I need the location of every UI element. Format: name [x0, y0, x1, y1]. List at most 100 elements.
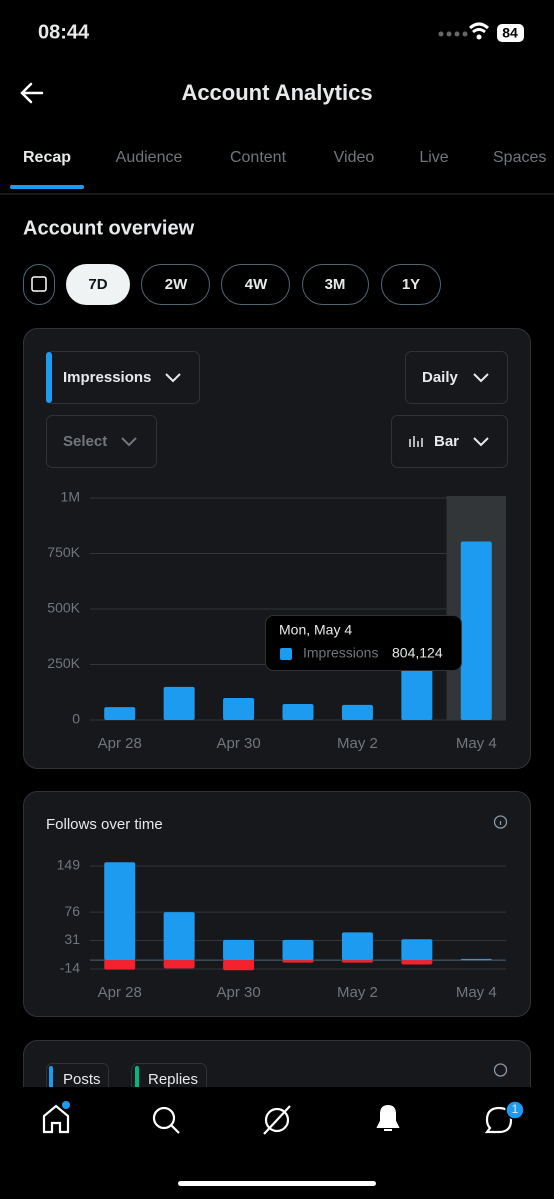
calendar-icon	[31, 276, 47, 292]
signal	[438, 31, 468, 37]
battery	[497, 24, 524, 42]
badge	[505, 1100, 525, 1120]
search-handle	[170, 1124, 180, 1134]
chevron	[473, 437, 489, 447]
y-tick-label: 750K	[47, 544, 80, 560]
tab[interactable]: Spaces	[493, 149, 546, 166]
messages-icon[interactable]	[484, 1106, 513, 1134]
y-tick-label: 250K	[47, 655, 80, 671]
tooltip-value: 804,124	[392, 645, 443, 661]
chevron	[121, 437, 137, 447]
bar	[282, 939, 314, 961]
dropdown-label: Bar	[434, 433, 459, 450]
range-pill[interactable]	[141, 264, 210, 305]
bar	[163, 686, 195, 720]
tab[interactable]: Audience	[116, 149, 183, 166]
range-label: 7D	[88, 276, 107, 293]
interval-dropdown[interactable]	[405, 351, 508, 404]
range-label: 3M	[325, 276, 346, 293]
chevron	[165, 373, 181, 383]
chevron	[473, 373, 489, 383]
calendar-button[interactable]	[23, 264, 55, 305]
search-icon[interactable]	[152, 1106, 176, 1130]
x-tick-label: May 2	[337, 984, 378, 1001]
home-icon[interactable]	[42, 1104, 70, 1134]
clock: 08:44	[38, 21, 90, 43]
wifi-dot	[476, 34, 482, 40]
back-button[interactable]	[20, 82, 44, 104]
home-dot	[62, 1101, 70, 1109]
page-title: Account Analytics	[181, 80, 372, 105]
bar	[341, 704, 373, 720]
y-tick-label: 500K	[47, 600, 80, 616]
info-icon[interactable]	[493, 815, 508, 829]
battery-level: 84	[502, 25, 518, 41]
bar	[341, 932, 373, 961]
tooltip-series: Impressions	[303, 645, 378, 661]
bar	[163, 960, 195, 969]
tab[interactable]: Content	[230, 149, 287, 166]
badge-count: 1	[512, 1102, 519, 1116]
bar	[104, 707, 136, 720]
bar	[104, 960, 136, 970]
notifications-icon[interactable]	[376, 1104, 400, 1131]
range-pill[interactable]	[302, 264, 369, 305]
charts: 0 250K 500K 750K 1M Apr 28 Apr 30 May 2 May 4 Mon…	[47, 489, 506, 1001]
tab[interactable]: Live	[419, 149, 448, 166]
bar	[460, 541, 492, 720]
dropdown-label: Select	[63, 433, 107, 450]
range-label: 2W	[165, 276, 188, 293]
bar	[401, 939, 433, 961]
x-tick-label: May 4	[456, 984, 497, 1001]
dropdown-label: Daily	[422, 369, 459, 386]
range-pill[interactable]	[221, 264, 290, 305]
bar	[341, 960, 373, 963]
chip-label: Posts	[63, 1071, 101, 1088]
bar	[401, 662, 433, 720]
tab-indicator	[10, 185, 84, 189]
bar	[223, 960, 255, 971]
chart-title: Follows over time	[46, 816, 163, 833]
y-tick-label: 31	[64, 931, 80, 947]
tab[interactable]: Video	[334, 149, 375, 166]
bar	[401, 960, 433, 965]
bar	[282, 960, 314, 963]
bar	[104, 862, 136, 961]
range-label: 4W	[245, 276, 268, 293]
chip-label: Replies	[148, 1071, 198, 1088]
y-tick-label: 149	[57, 857, 81, 873]
chip-color	[49, 1066, 53, 1090]
x-tick-label: Apr 28	[98, 984, 142, 1001]
home-indicator	[178, 1181, 376, 1186]
y-tick-label: 76	[64, 903, 80, 919]
x-tick-label: Apr 28	[98, 735, 142, 752]
tab[interactable]: Recap	[23, 149, 71, 166]
bar	[223, 939, 255, 961]
bar	[460, 958, 492, 961]
y-tick-label: 1M	[61, 489, 80, 505]
x-tick-label: May 2	[337, 735, 378, 752]
y-tick-label: -14	[60, 960, 80, 976]
dropdown-label: Impressions	[63, 369, 151, 386]
range-pill-active[interactable]	[66, 264, 130, 305]
tooltip	[265, 615, 462, 671]
nav-bar	[0, 1087, 554, 1199]
bar	[223, 698, 255, 720]
wifi	[469, 22, 489, 34]
tooltip-title: Mon, May 4	[279, 622, 352, 638]
chip-color	[135, 1066, 139, 1090]
info-icon[interactable]	[493, 1063, 508, 1077]
bar	[163, 912, 195, 961]
range-pill[interactable]	[381, 264, 441, 305]
tooltip-swatch	[280, 648, 292, 660]
bar-icon	[409, 436, 423, 447]
bar	[282, 704, 314, 720]
x-tick-label: Apr 30	[216, 984, 260, 1001]
style-dropdown[interactable]	[391, 415, 508, 468]
metric-color	[46, 352, 52, 403]
grok-icon[interactable]	[264, 1107, 290, 1133]
compare-dropdown[interactable]	[46, 415, 157, 468]
x-tick-label: Apr 30	[216, 735, 260, 752]
section-title: Account overview	[23, 217, 195, 239]
